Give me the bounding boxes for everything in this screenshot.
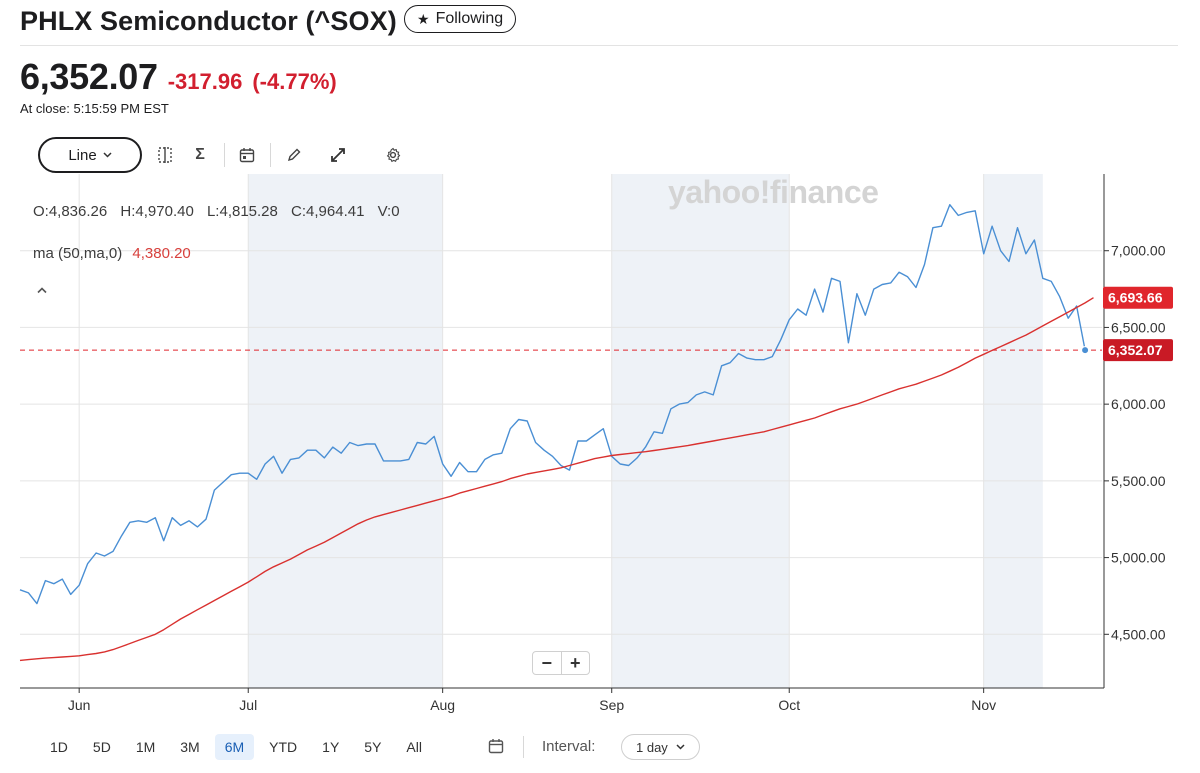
ohlc-volume: V:0 — [377, 203, 400, 220]
collapse-legend-button[interactable] — [36, 281, 48, 298]
ohlc-readout: O:4,836.26 H:4,970.40 L:4,815.28 C:4,964… — [33, 203, 409, 220]
ma-last-value-tag-bg — [1103, 286, 1173, 309]
range-button-3m[interactable]: 3M — [180, 739, 200, 755]
indicators-icon[interactable]: Σ — [195, 146, 205, 163]
star-icon: ★ — [417, 10, 430, 27]
interval-value: 1 day — [636, 739, 668, 755]
x-tick-label: Nov — [971, 697, 996, 713]
toolbar-divider — [270, 143, 271, 167]
interval-dropdown[interactable]: 1 day — [621, 734, 700, 760]
ohlc-high: H:4,970.40 — [120, 203, 194, 220]
ma-last-value-tag: 6,693.66 — [1108, 290, 1163, 306]
range-button-1m[interactable]: 1M — [135, 739, 156, 755]
ma-indicator-value: 4,380.20 — [132, 245, 191, 262]
close-timestamp: At close: 5:15:59 PM EST — [20, 101, 169, 116]
zoom-controls: − + — [532, 651, 590, 675]
range-button-5d[interactable]: 5D — [92, 739, 111, 755]
range-button-1y[interactable]: 1Y — [322, 739, 340, 755]
expand-icon[interactable] — [326, 143, 350, 167]
date-range-calendar-icon[interactable] — [488, 738, 506, 756]
price-series-line — [19, 204, 1086, 605]
chevron-down-icon — [676, 744, 685, 750]
month-shade-band — [983, 174, 1043, 688]
last-price-dot — [1081, 346, 1090, 355]
chevron-down-icon — [103, 152, 112, 158]
chevron-up-icon — [37, 287, 47, 294]
ohlc-low: L:4,815.28 — [206, 203, 278, 220]
last-price-tag: 6,352.07 — [1108, 342, 1163, 358]
y-tick-label: 6,000.00 — [1111, 396, 1166, 412]
y-tick-label: 4,500.00 — [1111, 626, 1166, 642]
events-calendar-icon[interactable] — [235, 143, 259, 167]
toolbar-divider — [224, 143, 225, 167]
range-button-6m[interactable]: 6M — [214, 734, 255, 760]
last-price-tag-bg — [1103, 339, 1173, 362]
settings-gear-icon[interactable] — [381, 143, 405, 167]
compare-icon[interactable] — [153, 143, 177, 167]
y-tick-label: 7,000.00 — [1111, 243, 1166, 259]
price-change-percent: (-4.77%) — [252, 69, 337, 94]
ma-series-line — [19, 297, 1094, 662]
x-tick-label: Jun — [68, 697, 91, 713]
y-tick-label: 6,500.00 — [1111, 319, 1166, 335]
range-selector: 1D 5D 1M 3M 6M YTD 1Y 5Y All — [40, 734, 437, 760]
range-button-1d[interactable]: 1D — [50, 739, 68, 755]
interval-label: Interval: — [542, 738, 596, 755]
x-tick-label: Jul — [239, 697, 257, 713]
ma-indicator-legend[interactable]: ma (50,ma,0) 4,380.20 — [33, 245, 191, 262]
yahoo-finance-watermark: yahoo!finance — [668, 174, 879, 210]
y-tick-label: 5,000.00 — [1111, 550, 1166, 566]
x-tick-label: Oct — [778, 697, 800, 713]
quote-header: PHLX Semiconductor (^SOX) ★ Following — [20, 4, 1178, 46]
chart-type-dropdown[interactable]: Line — [38, 137, 142, 173]
following-label: Following — [435, 10, 504, 27]
draw-pencil-icon[interactable] — [282, 143, 306, 167]
range-button-ytd[interactable]: YTD — [269, 739, 298, 755]
price-change: -317.96 — [167, 69, 243, 94]
y-tick-label: 5,500.00 — [1111, 473, 1166, 489]
range-divider — [523, 736, 524, 758]
page-title: PHLX Semiconductor (^SOX) — [20, 6, 397, 36]
month-shade-band — [611, 174, 790, 688]
range-button-5y[interactable]: 5Y — [364, 739, 382, 755]
month-shade-band — [248, 174, 443, 688]
price-row: 6,352.07 -317.96 (-4.77%) — [20, 56, 337, 98]
ohlc-open: O:4,836.26 — [33, 203, 108, 220]
chart-type-label: Line — [68, 146, 97, 164]
following-button[interactable]: ★ Following — [404, 5, 517, 33]
zoom-in-button[interactable]: + — [560, 652, 590, 674]
range-button-all[interactable]: All — [406, 739, 422, 755]
ma-indicator-label: ma (50,ma,0) — [33, 245, 123, 262]
x-tick-label: Aug — [430, 697, 455, 713]
zoom-out-button[interactable]: − — [541, 652, 552, 673]
last-price: 6,352.07 — [20, 56, 158, 97]
ohlc-close: C:4,964.41 — [291, 203, 365, 220]
x-tick-label: Sep — [599, 697, 624, 713]
chart-toolbar: Line Σ — [38, 137, 438, 173]
